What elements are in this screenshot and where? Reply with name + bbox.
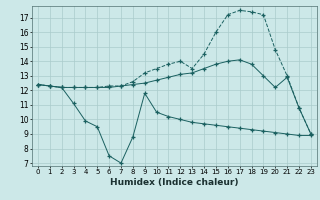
- X-axis label: Humidex (Indice chaleur): Humidex (Indice chaleur): [110, 178, 239, 187]
